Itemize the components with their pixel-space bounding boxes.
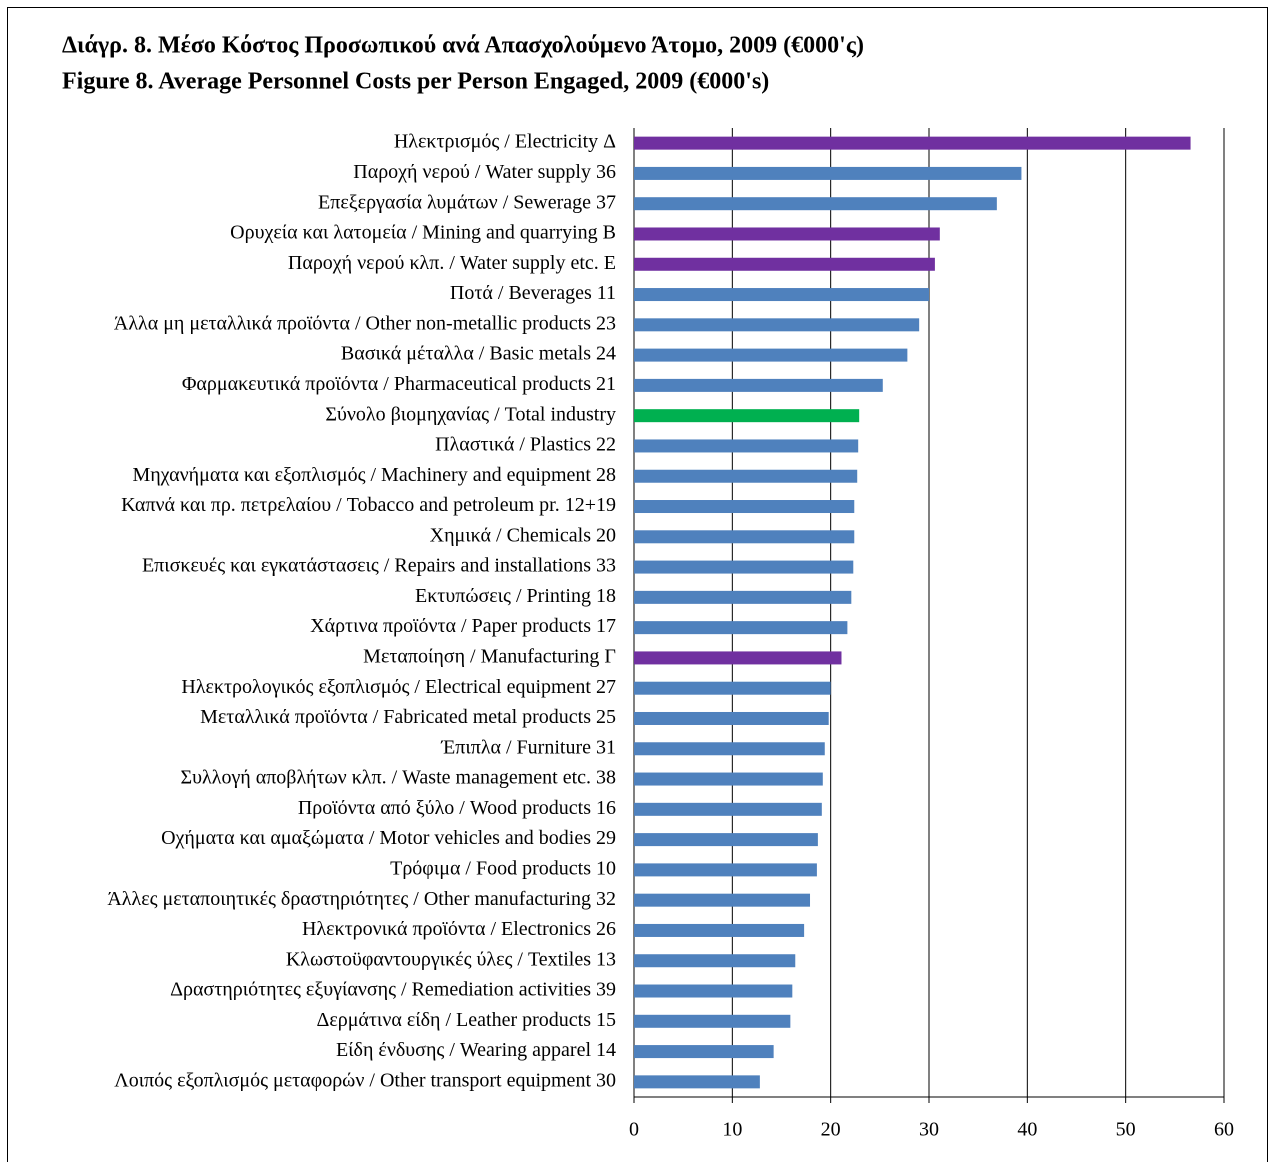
bar	[634, 136, 1191, 150]
y-tick-label: Δερμάτινα είδη / Leather products 15	[316, 1009, 616, 1031]
y-tick-label: Άλλα μη μεταλλικά προϊόντα / Other non-m…	[114, 312, 616, 334]
y-tick-label: Τρόφιμα / Food products 10	[390, 857, 616, 879]
y-tick-label: Άλλες μεταποιητικές δραστηριότητες / Oth…	[107, 888, 616, 910]
bar	[634, 439, 859, 453]
y-tick-label: Εκτυπώσεις / Printing 18	[415, 585, 616, 607]
bar	[634, 227, 940, 241]
bar	[634, 348, 908, 362]
y-tick-label: Παροχή νερού / Water supply 36	[353, 161, 616, 183]
y-tick-label: Επισκευές και εγκατάστασεις / Repairs an…	[142, 555, 616, 577]
bar	[634, 651, 842, 665]
y-tick-label: Ορυχεία και λατομεία / Mining and quarry…	[230, 222, 616, 244]
bar	[634, 1045, 774, 1059]
y-tick-label: Καπνά και πρ. πετρελαίου / Tobacco and p…	[121, 494, 616, 516]
x-tick-label: 30	[919, 1119, 939, 1141]
bar	[634, 1075, 760, 1089]
x-tick-label: 40	[1017, 1119, 1037, 1141]
y-tick-label: Οχήματα και αμαξώματα / Motor vehicles a…	[161, 827, 616, 849]
y-tick-label: Σύνολο βιομηχανίας / Total industry	[325, 403, 616, 425]
bar	[634, 288, 929, 302]
bar	[634, 742, 825, 756]
bar	[634, 197, 997, 211]
bar	[634, 954, 796, 968]
bar	[634, 833, 818, 847]
x-tick-label: 50	[1116, 1119, 1136, 1141]
y-tick-label: Φαρμακευτικά προϊόντα / Pharmaceutical p…	[182, 373, 616, 395]
bar	[634, 590, 852, 604]
bar	[634, 500, 855, 514]
bar	[634, 863, 817, 877]
x-tick-label: 0	[629, 1119, 639, 1141]
bar	[634, 772, 823, 786]
y-tick-label: Χάρτινα προϊόντα / Paper products 17	[310, 615, 616, 637]
y-tick-label: Μεταποίηση / Manufacturing Γ	[363, 646, 616, 668]
y-tick-label: Επεξεργασία λυμάτων / Sewerage 37	[318, 191, 616, 213]
y-tick-label: Ηλεκτρισμός / Electricity Δ	[394, 131, 616, 153]
bar	[634, 802, 822, 816]
bar	[634, 681, 831, 695]
y-tick-label: Λοιπός εξοπλισμός μεταφορών / Other tran…	[114, 1069, 616, 1091]
bar	[634, 893, 811, 907]
bar	[634, 257, 935, 271]
bar	[634, 166, 1022, 180]
bar	[634, 378, 883, 392]
bar	[634, 409, 860, 423]
bar	[634, 560, 854, 574]
bar	[634, 318, 920, 332]
chart-title: Διάγρ. 8. Μέσο Κόστος Προσωπικού ανά Απα…	[62, 33, 864, 59]
bar	[634, 711, 829, 725]
y-tick-label: Συλλογή αποβλήτων κλπ. / Waste managemen…	[181, 767, 617, 789]
bar	[634, 1014, 791, 1028]
y-tick-label: Πλαστικά / Plastics 22	[435, 434, 616, 456]
y-tick-label: Μεταλλικά προϊόντα / Fabricated metal pr…	[200, 706, 616, 728]
y-tick-label: Μηχανήματα και εξοπλισμός / Machinery an…	[132, 464, 616, 486]
x-tick-label: 60	[1214, 1119, 1234, 1141]
y-tick-label: Ποτά / Beverages 11	[450, 282, 616, 304]
y-tick-label: Δραστηριότητες εξυγίανσης / Remediation …	[170, 979, 616, 1001]
bar	[634, 469, 858, 483]
bar	[634, 984, 793, 998]
y-tick-label: Είδη ένδυσης / Wearing apparel 14	[336, 1039, 616, 1061]
y-tick-label: Ηλεκτρολογικός εξοπλισμός / Electrical e…	[181, 676, 616, 698]
y-tick-label: Ηλεκτρονικά προϊόντα / Electronics 26	[302, 918, 616, 940]
y-tick-label: Χημικά / Chemicals 20	[430, 524, 616, 546]
bar	[634, 923, 805, 937]
bar	[634, 530, 855, 544]
bar	[634, 621, 848, 635]
y-tick-label: Κλωστοϋφαντουργικές ύλες / Textiles 13	[286, 948, 616, 970]
x-tick-label: 10	[722, 1119, 742, 1141]
x-tick-label: 20	[821, 1119, 841, 1141]
y-tick-label: Βασικά μέταλλα / Basic metals 24	[341, 343, 616, 365]
chart-subtitle: Figure 8. Average Personnel Costs per Pe…	[62, 69, 769, 95]
frame	[7, 7, 1268, 1162]
y-tick-label: Έπιπλα / Furniture 31	[440, 736, 616, 758]
y-tick-label: Προϊόντα από ξύλο / Wood products 16	[298, 797, 616, 819]
y-tick-label: Παροχή νερού κλπ. / Water supply etc. Ε	[288, 252, 616, 274]
